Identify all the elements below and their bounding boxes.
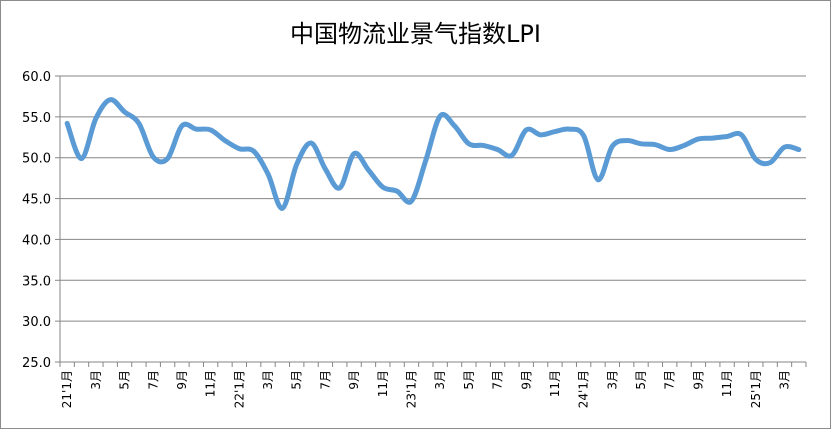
- data-point: [65, 121, 70, 126]
- y-tick-label: 35.0: [22, 274, 51, 289]
- x-tick-label: 11月: [376, 370, 390, 397]
- data-point: [796, 147, 801, 152]
- data-point: [79, 156, 84, 161]
- data-point: [682, 143, 687, 148]
- data-point: [509, 153, 514, 158]
- y-tick-label: 50.0: [22, 152, 51, 167]
- data-point: [337, 185, 342, 190]
- x-tick-label: 24'1月: [577, 370, 591, 408]
- x-tick-label: 7月: [318, 370, 332, 390]
- data-point: [753, 157, 758, 162]
- data-point: [524, 127, 529, 132]
- x-tick-label: 3月: [777, 370, 791, 390]
- data-point: [639, 141, 644, 146]
- x-tick-label: 3月: [433, 370, 447, 390]
- data-point: [725, 134, 730, 139]
- x-tick-label: 11月: [720, 370, 734, 397]
- x-tick-label: 9月: [347, 370, 361, 390]
- x-tick-label: 7月: [663, 370, 677, 390]
- data-point: [309, 141, 314, 146]
- x-tick-label: 9月: [691, 370, 705, 390]
- x-tick-label: 7月: [491, 370, 505, 390]
- series-lpi: [64, 97, 802, 211]
- data-point: [739, 132, 744, 137]
- x-tick-label: 3月: [261, 370, 275, 390]
- y-tick-label: 40.0: [22, 233, 51, 248]
- data-point: [165, 156, 170, 161]
- data-point: [538, 132, 543, 137]
- data-point: [395, 189, 400, 194]
- data-point: [581, 133, 586, 138]
- data-point: [438, 114, 443, 119]
- data-point: [93, 116, 98, 121]
- x-tick-label: 9月: [175, 370, 189, 390]
- data-point: [251, 149, 256, 154]
- data-point: [552, 129, 557, 134]
- data-point: [266, 172, 271, 177]
- y-tick-labels: 25.0 30.0 35.0 40.0 45.0 50.0 55.0 60.0: [22, 70, 51, 371]
- data-point: [696, 136, 701, 141]
- data-point: [452, 123, 457, 128]
- data-point: [294, 162, 299, 167]
- axes: [55, 75, 807, 367]
- data-point: [624, 138, 629, 143]
- series-line-lpi: [64, 97, 802, 211]
- data-point: [108, 97, 113, 102]
- chart-title: 中国物流业景气指数LPI: [290, 20, 541, 48]
- data-point: [409, 199, 414, 204]
- data-point: [222, 138, 227, 143]
- x-tick-label: 11月: [548, 370, 562, 397]
- data-point: [782, 145, 787, 150]
- data-point: [122, 109, 127, 114]
- y-tick-label: 25.0: [22, 356, 51, 371]
- data-point: [237, 146, 242, 151]
- data-point: [136, 121, 141, 126]
- data-point: [481, 143, 486, 148]
- x-tick-label: 25'1月: [749, 370, 763, 408]
- x-tick-label: 5月: [462, 370, 476, 390]
- x-tick-label: 5月: [118, 370, 132, 390]
- data-point: [653, 142, 658, 147]
- gridlines: [60, 75, 806, 363]
- y-tick-label: 60.0: [22, 70, 51, 85]
- data-point: [595, 177, 600, 182]
- x-tick-label: 23'1月: [404, 370, 418, 408]
- data-point: [610, 144, 615, 149]
- x-tick-label: 3月: [605, 370, 619, 390]
- data-point: [423, 158, 428, 163]
- data-point: [380, 185, 385, 190]
- x-tick-label: 5月: [634, 370, 648, 390]
- data-point: [179, 123, 184, 128]
- x-tick-label: 22'1月: [232, 370, 246, 408]
- data-point: [366, 167, 371, 172]
- data-point: [466, 141, 471, 146]
- x-tick-label: 11月: [204, 370, 218, 397]
- data-point: [151, 154, 156, 159]
- y-tick-label: 30.0: [22, 315, 51, 330]
- data-point: [567, 127, 572, 132]
- x-tick-label: 7月: [146, 370, 160, 390]
- data-point: [280, 206, 285, 211]
- y-tick-label: 55.0: [22, 111, 51, 126]
- data-point: [208, 127, 213, 132]
- x-tick-label: 3月: [89, 370, 103, 390]
- data-point: [768, 160, 773, 165]
- data-point: [194, 127, 199, 132]
- data-point: [710, 136, 715, 141]
- x-tick-label: 21'1月: [60, 370, 74, 408]
- data-point: [667, 147, 672, 152]
- x-tick-label: 5月: [290, 370, 304, 390]
- data-point: [352, 151, 357, 156]
- x-tick-label: 9月: [519, 370, 533, 390]
- x-tick-labels: 21'1月 3月 5月 7月 9月 11月 22'1月 3月 5月 7月 9月 11月 23'1月 3月 5…: [60, 370, 791, 408]
- data-point: [323, 167, 328, 172]
- data-point: [495, 147, 500, 152]
- y-tick-label: 45.0: [22, 193, 51, 208]
